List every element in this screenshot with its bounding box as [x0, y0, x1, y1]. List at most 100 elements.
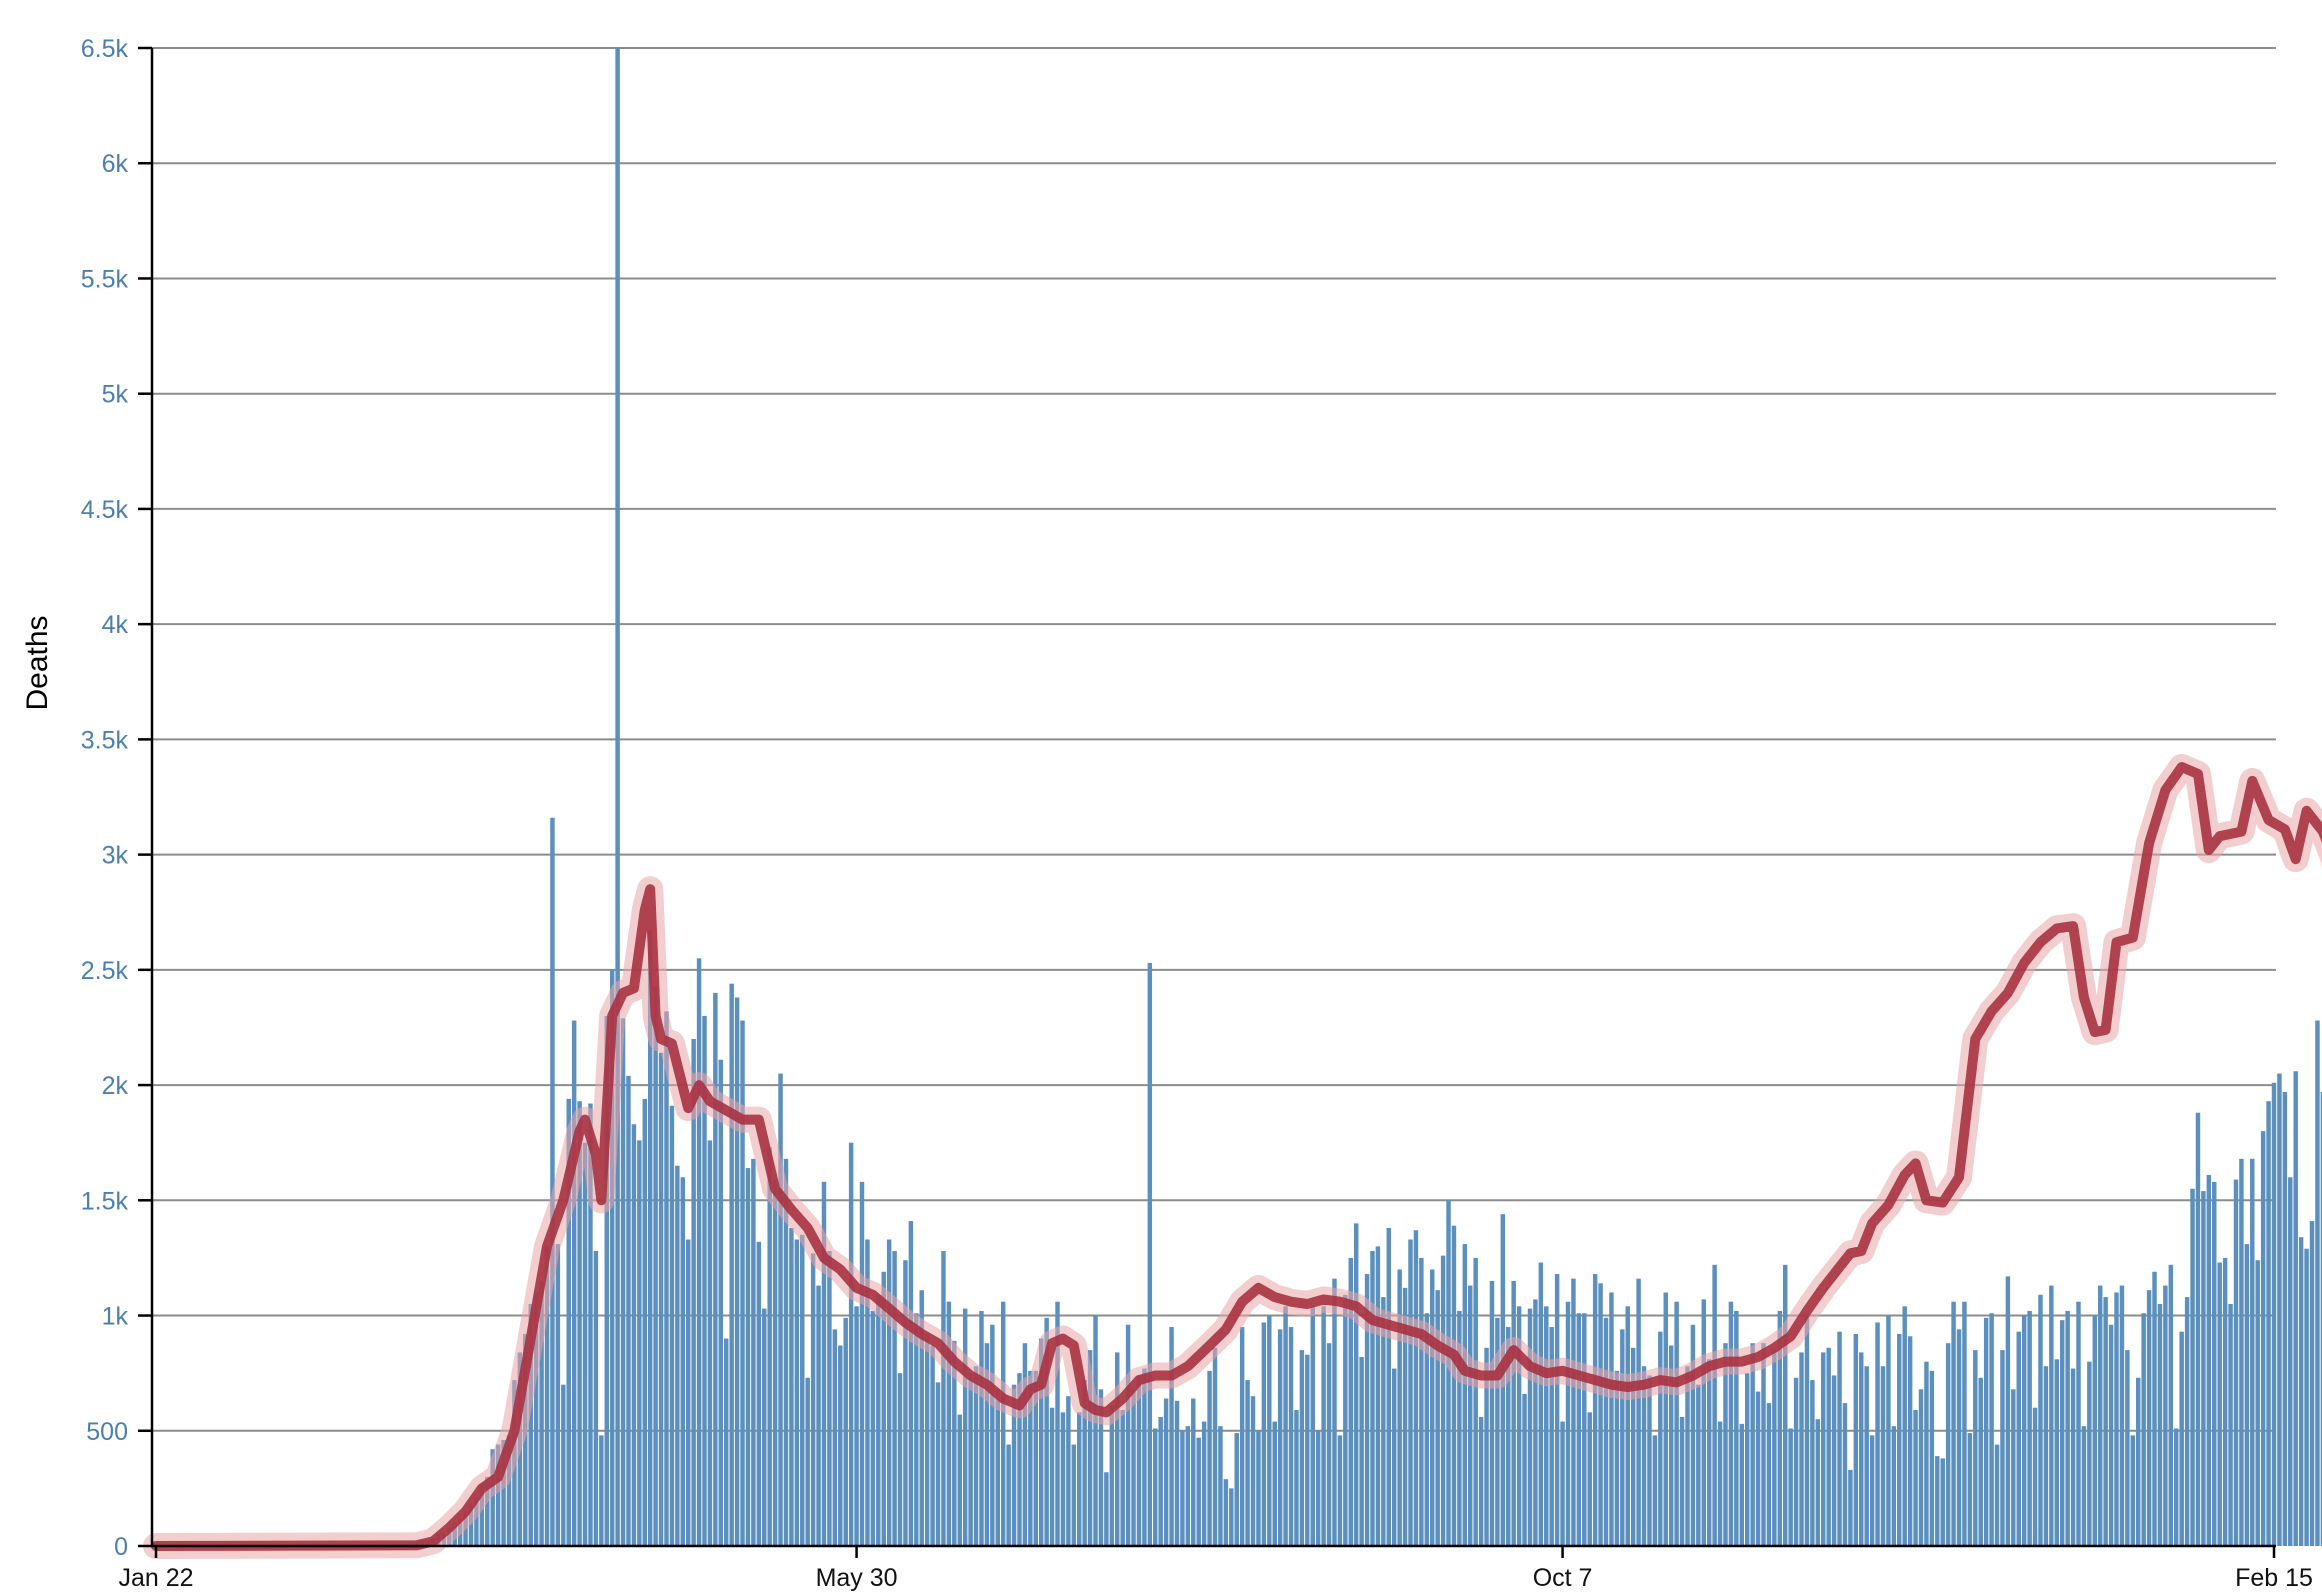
- daily-bar: [1104, 1472, 1109, 1546]
- daily-bar: [1544, 1306, 1549, 1546]
- daily-bar: [626, 1075, 631, 1546]
- daily-bar: [2195, 1112, 2201, 1546]
- y-tick-label: 4.5k: [81, 496, 129, 524]
- x-tick-label: Jan 22: [118, 1564, 193, 1592]
- daily-bar: [1853, 1333, 1859, 1546]
- daily-bar: [962, 1308, 968, 1546]
- daily-bar: [1125, 1324, 1131, 1546]
- daily-bar: [1848, 1469, 1853, 1546]
- daily-bar: [2206, 1174, 2212, 1546]
- y-tick-label: 500: [86, 1418, 128, 1446]
- daily-bar: [821, 1181, 827, 1546]
- daily-bar: [865, 1239, 870, 1546]
- daily-bar: [2168, 1264, 2174, 1546]
- daily-bar: [1945, 1343, 1951, 1546]
- daily-bar: [2065, 1310, 2070, 1546]
- daily-bar: [1049, 1407, 1055, 1546]
- daily-bar: [1989, 1313, 1994, 1546]
- daily-bar: [2288, 1177, 2293, 1546]
- daily-bar: [941, 1251, 946, 1546]
- daily-bar: [1484, 1347, 1489, 1546]
- daily-bar: [1234, 1433, 1239, 1546]
- daily-bar: [1994, 1444, 2000, 1546]
- daily-bar: [1880, 1366, 1886, 1546]
- daily-bar: [1679, 1416, 1685, 1546]
- daily-bar: [1163, 1398, 1169, 1546]
- daily-bar: [1196, 1437, 1201, 1546]
- daily-bar: [647, 930, 653, 1546]
- daily-bar: [582, 1142, 588, 1546]
- daily-bar: [1250, 1396, 1256, 1546]
- daily-bar: [2266, 1101, 2271, 1546]
- daily-bar: [539, 1280, 544, 1546]
- daily-bar: [1913, 1410, 1918, 1546]
- daily-bar: [1506, 1327, 1511, 1546]
- daily-bar: [2125, 1350, 2130, 1546]
- daily-bar: [2309, 1221, 2315, 1546]
- daily-bar: [1831, 1375, 1837, 1546]
- daily-bar: [745, 1168, 751, 1546]
- daily-bar: [756, 1241, 762, 1546]
- daily-bar: [1821, 1352, 1826, 1546]
- daily-bar: [1565, 1301, 1571, 1546]
- daily-bar: [1826, 1347, 1831, 1546]
- daily-bar: [658, 1052, 664, 1546]
- daily-bar: [1191, 1398, 1196, 1546]
- y-tick-label: 5.5k: [81, 265, 129, 293]
- daily-bar: [914, 1313, 919, 1546]
- daily-bar: [2136, 1377, 2141, 1546]
- daily-bar: [718, 1059, 724, 1546]
- daily-bar: [588, 1103, 593, 1546]
- daily-bar: [2130, 1435, 2136, 1546]
- daily-bar: [604, 1015, 609, 1546]
- y-tick-label: 3.5k: [81, 726, 129, 754]
- daily-bar: [935, 1382, 941, 1546]
- daily-bar: [2043, 1366, 2049, 1546]
- daily-bar: [734, 997, 740, 1546]
- daily-bar: [1326, 1343, 1332, 1546]
- daily-bar: [762, 1308, 767, 1546]
- moving-average-halo: [143, 754, 2322, 1559]
- daily-bar: [1028, 1370, 1033, 1546]
- daily-bar: [1229, 1488, 1234, 1546]
- daily-bar: [1218, 1426, 1223, 1546]
- daily-bar: [1364, 1274, 1370, 1546]
- daily-bar: [2038, 1294, 2043, 1546]
- daily-bar: [1663, 1292, 1668, 1546]
- daily-bar: [1603, 1317, 1609, 1546]
- daily-bar: [1891, 1426, 1897, 1546]
- daily-bar: [1712, 1264, 1717, 1546]
- daily-bar: [1158, 1416, 1163, 1546]
- daily-bar: [1261, 1322, 1267, 1546]
- daily-bar: [1473, 1257, 1478, 1546]
- daily-bar: [707, 1140, 713, 1546]
- daily-bar: [1359, 1357, 1364, 1546]
- daily-bar: [495, 1444, 501, 1546]
- daily-bars: [354, 48, 2322, 1546]
- daily-bar: [2250, 1158, 2255, 1546]
- daily-bar: [2119, 1285, 2125, 1546]
- daily-bar: [1082, 1380, 1087, 1546]
- daily-bar: [609, 969, 615, 1546]
- daily-bar: [2228, 1304, 2233, 1546]
- daily-bar: [1272, 1421, 1277, 1546]
- daily-bar: [724, 1338, 729, 1546]
- daily-bar: [577, 1101, 582, 1546]
- daily-bar: [593, 1251, 599, 1546]
- daily-bar: [691, 1038, 696, 1546]
- daily-bar: [1869, 1435, 1875, 1546]
- daily-bar: [952, 1340, 957, 1546]
- daily-bar: [685, 1239, 691, 1546]
- x-axis-ticks: Jan 22 May 30 Oct 7 Feb 15: [118, 1546, 2313, 1592]
- daily-bar: [1446, 1200, 1451, 1546]
- daily-bar: [653, 985, 658, 1546]
- daily-bar: [1875, 1322, 1880, 1546]
- daily-bar: [2222, 1257, 2228, 1546]
- daily-bar: [1533, 1299, 1538, 1546]
- daily-bar: [1761, 1343, 1766, 1546]
- daily-bar: [1668, 1345, 1674, 1546]
- daily-bar: [2174, 1428, 2179, 1546]
- daily-bar: [1864, 1366, 1869, 1546]
- daily-bar: [924, 1333, 930, 1546]
- daily-bar: [729, 983, 734, 1546]
